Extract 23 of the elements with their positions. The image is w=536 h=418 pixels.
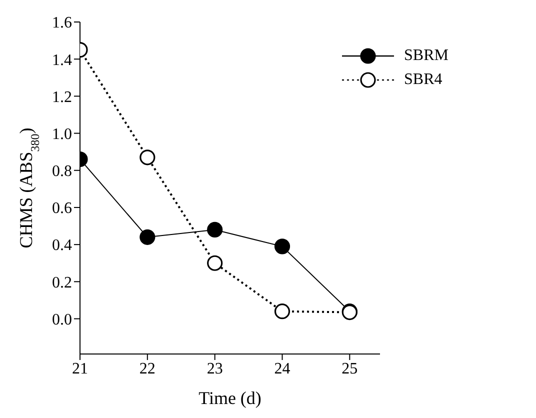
point: [274, 238, 290, 254]
x-tick-label: 25: [342, 360, 358, 378]
y-tick-label: 0.6: [52, 200, 72, 218]
x-tick-label: 24: [274, 360, 290, 378]
x-tick-label: 23: [206, 360, 223, 378]
point: [207, 255, 223, 271]
y-tick-label: 0.4: [52, 237, 72, 254]
x-axis-title: Time (d): [198, 388, 262, 408]
y-tick-label: 0.8: [52, 163, 72, 180]
point: [207, 222, 223, 238]
y-tick-label: 0.2: [52, 274, 72, 292]
point: [140, 229, 156, 245]
point: [140, 150, 156, 166]
x-tick-label: 22: [139, 360, 156, 378]
legend-label: SBR4: [404, 71, 442, 89]
x-tick-label: 21: [72, 360, 88, 378]
y-tick-label: 0.0: [52, 311, 72, 328]
y-tick-label: 1.6: [52, 14, 72, 32]
y-tick-label: 1.0: [52, 126, 72, 143]
y-tick-label: 1.2: [52, 88, 72, 106]
legend-label: SBRM: [404, 47, 448, 65]
point: [274, 304, 290, 320]
y-tick-label: 1.4: [52, 52, 72, 69]
